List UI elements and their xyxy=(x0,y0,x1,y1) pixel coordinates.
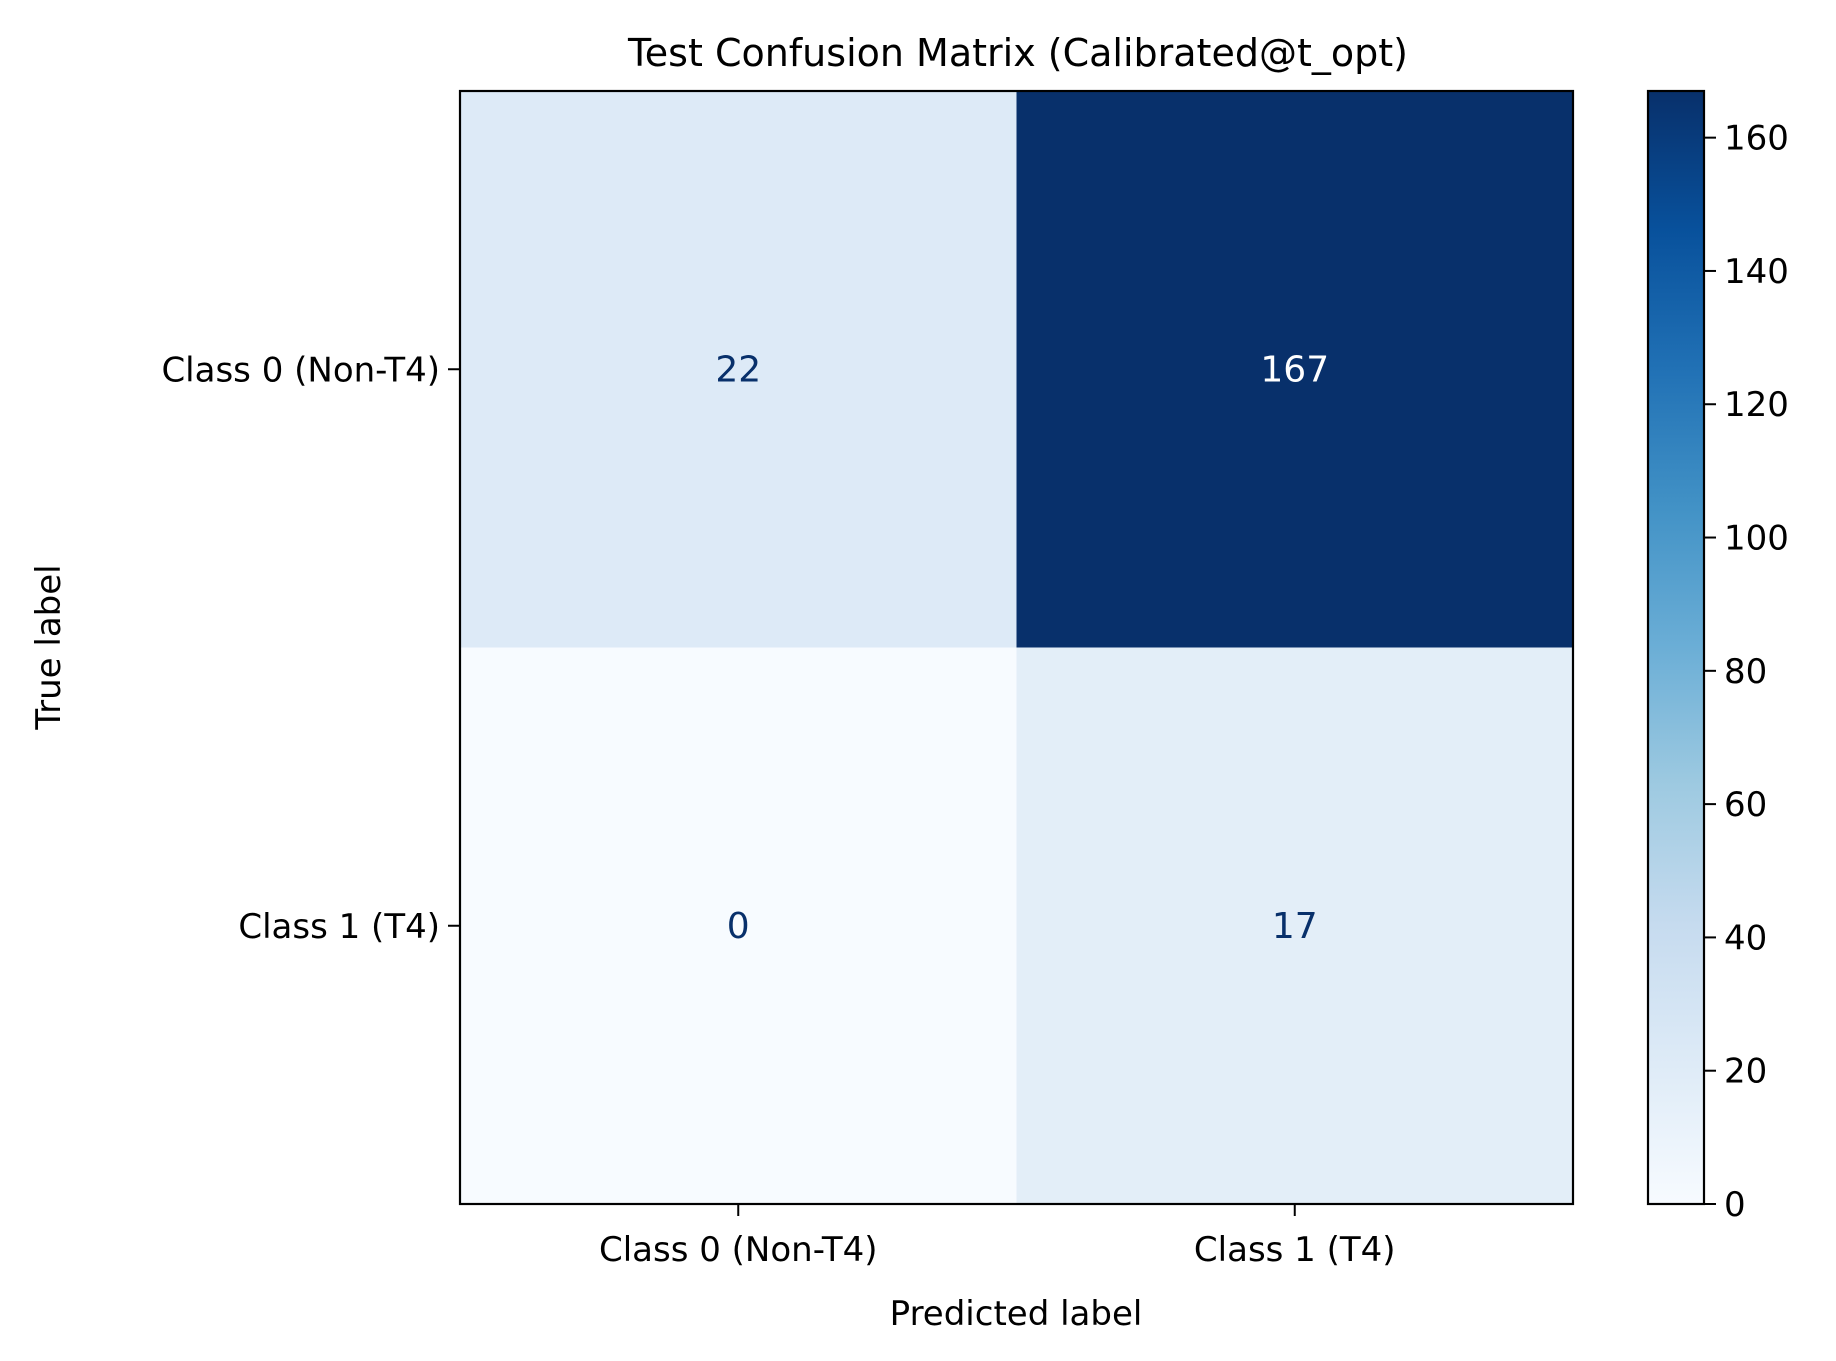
cell-value-label: 17 xyxy=(1272,906,1318,947)
colorbar xyxy=(1648,91,1704,1204)
x-tick-label: Class 1 (T4) xyxy=(1194,1230,1396,1270)
cell-value-label: 167 xyxy=(1260,349,1329,390)
x-axis-ticks: Class 0 (Non-T4) Class 1 (T4) xyxy=(599,1204,1396,1270)
heatmap-cell xyxy=(460,647,1017,1205)
y-tick-label: Class 1 (T4) xyxy=(238,907,440,947)
colorbar-tick-label: 40 xyxy=(1724,918,1767,958)
colorbar-frame xyxy=(1646,89,1706,1206)
x-tick-label: Class 0 (Non-T4) xyxy=(599,1230,878,1270)
plot-frame xyxy=(458,89,1575,1206)
colorbar-tick-label: 100 xyxy=(1724,519,1789,559)
y-axis-label: True label xyxy=(29,564,69,730)
y-axis-ticks: Class 0 (Non-T4) Class 1 (T4) xyxy=(161,350,460,947)
colorbar-tick-label: 20 xyxy=(1724,1052,1767,1092)
heatmap-cell xyxy=(460,91,1017,648)
colorbar-tick-label: 80 xyxy=(1724,652,1767,692)
colorbar-tick-label: 60 xyxy=(1724,785,1767,825)
colorbar-tick-label: 160 xyxy=(1724,119,1789,159)
x-axis-label: Predicted label xyxy=(890,1294,1143,1334)
colorbar-tick-label: 0 xyxy=(1724,1185,1746,1225)
heatmap-cell xyxy=(1016,647,1574,1205)
heatmap-cells: 22 167 0 17 xyxy=(460,91,1574,1205)
cell-value-label: 0 xyxy=(727,906,750,947)
colorbar-ticks: 0 20 40 60 80 100 120 140 160 xyxy=(1704,119,1789,1225)
chart-title: Test Confusion Matrix (Calibrated@t_opt) xyxy=(627,31,1408,75)
colorbar-tick-label: 140 xyxy=(1724,252,1789,292)
y-tick-label: Class 0 (Non-T4) xyxy=(161,350,440,390)
heatmap-cell xyxy=(1016,91,1574,648)
colorbar-tick-label: 120 xyxy=(1724,385,1789,425)
cell-value-label: 22 xyxy=(715,349,761,390)
